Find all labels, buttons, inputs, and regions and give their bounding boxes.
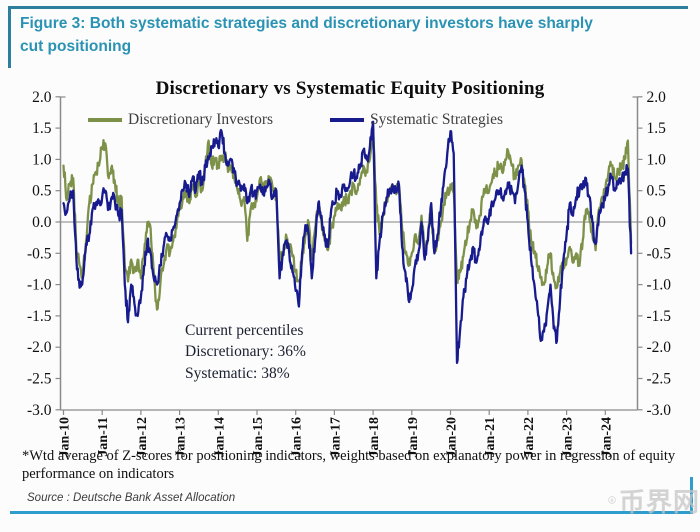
svg-text:1.0: 1.0 [647,151,667,168]
svg-text:-1.0: -1.0 [647,277,672,294]
svg-text:-2.5: -2.5 [27,371,52,388]
svg-text:2.0: 2.0 [32,89,52,106]
svg-text:-2.5: -2.5 [647,371,672,388]
svg-text:Jan-24: Jan-24 [599,417,614,457]
svg-text:1.0: 1.0 [32,151,52,168]
svg-text:-0.5: -0.5 [27,245,52,262]
svg-text:-3.0: -3.0 [27,402,52,419]
chart-footnote: *Wtd average of Z-scores for positioning… [22,448,676,483]
svg-text:₿: ₿ [610,498,614,503]
legend-label-discretionary: Discretionary Investors [128,111,274,128]
frame-border-bottom [10,511,693,514]
legend-item-systematic: Systematic Strategies [330,110,503,130]
svg-text:Jan-23: Jan-23 [561,417,576,457]
svg-text:Jan-21: Jan-21 [483,417,498,457]
figure-caption: Figure 3: Both systematic strategies and… [20,15,593,56]
svg-text:1.5: 1.5 [32,120,52,137]
svg-text:0.0: 0.0 [32,214,52,231]
legend-label-systematic: Systematic Strategies [370,111,504,128]
frame-border-top [8,6,688,9]
svg-text:Jan-13: Jan-13 [174,417,189,457]
svg-text:0.5: 0.5 [647,183,667,200]
svg-text:Jan-11: Jan-11 [96,417,111,457]
svg-text:-1.5: -1.5 [647,308,672,325]
svg-text:Jan-20: Jan-20 [445,417,460,457]
coin-logo-icon: ₿ [608,496,616,504]
svg-text:Jan-22: Jan-22 [522,417,537,457]
svg-text:-0.5: -0.5 [647,245,672,262]
svg-text:Jan-19: Jan-19 [406,417,421,457]
svg-text:-3.0: -3.0 [647,402,672,419]
frame-border-right [690,477,693,514]
svg-text:Jan-10: Jan-10 [58,417,73,457]
source-line: Source : Deutsche Bank Asset Allocation [27,492,236,504]
svg-text:Jan-15: Jan-15 [251,417,266,457]
svg-text:-1.5: -1.5 [27,308,52,325]
svg-text:-1.0: -1.0 [27,277,52,294]
svg-text:Jan-16: Jan-16 [290,417,305,457]
svg-text:2.0: 2.0 [647,89,667,106]
svg-text:Jan-17: Jan-17 [328,417,343,457]
discretionary-line-swatch [88,118,122,122]
svg-text:-2.0: -2.0 [27,339,52,356]
svg-text:Jan-18: Jan-18 [367,417,382,457]
annotation-line-1: Current percentiles [185,322,304,339]
systematic-line-swatch [330,118,364,122]
watermark-text: 币界网 [618,487,700,518]
svg-text:Jan-12: Jan-12 [135,417,150,457]
frame-border-left [8,6,11,68]
annotation-line-2: Discretionary: 36% [185,343,306,361]
svg-text:0.5: 0.5 [32,183,52,200]
current-percentiles-annotation: Current percentiles Discretionary: 36% S… [185,320,306,384]
svg-text:1.5: 1.5 [647,120,667,137]
annotation-line-3: Systematic: 38% [185,364,290,382]
chart-title: Discretionary vs Systematic Equity Posit… [155,78,545,99]
watermark: ₿ 币界网 [608,480,700,520]
legend-item-discretionary: Discretionary Investors [88,110,273,130]
svg-text:Jan-14: Jan-14 [212,417,227,457]
svg-text:-2.0: -2.0 [647,339,672,356]
svg-text:0.0: 0.0 [647,214,667,231]
